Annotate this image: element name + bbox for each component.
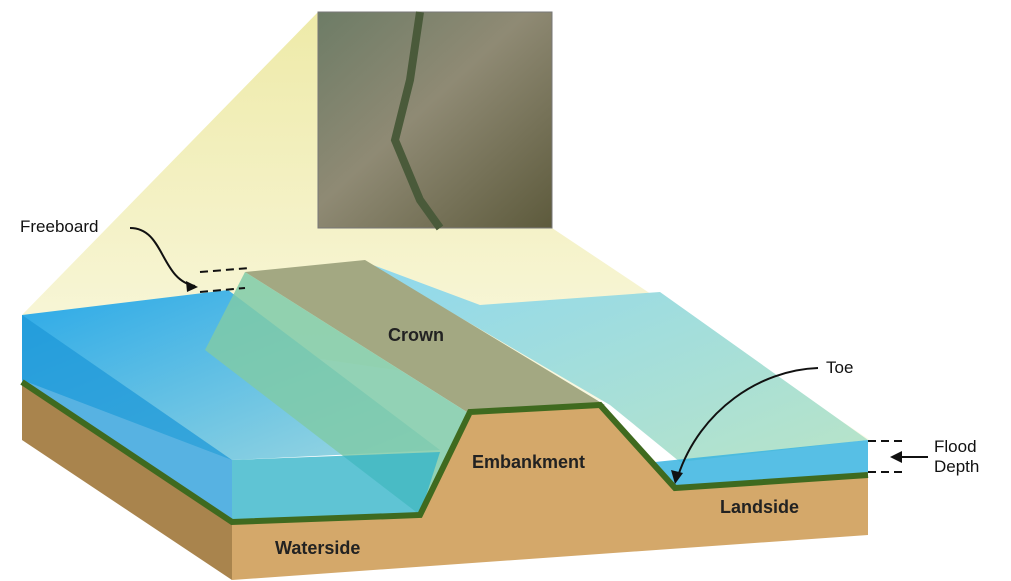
freeboard-label: Freeboard	[20, 217, 99, 236]
landside-label: Landside	[720, 497, 800, 517]
crown-label: Crown	[388, 325, 444, 345]
dash	[199, 267, 251, 273]
waterside-label: Waterside	[275, 538, 361, 558]
toe-label: Toe	[826, 358, 854, 377]
soil-side	[22, 382, 232, 580]
arrowhead	[671, 470, 683, 484]
landside-top	[365, 262, 868, 462]
freeboard-arrow	[129, 227, 196, 287]
water-front-face	[232, 452, 440, 522]
toe-arrow	[677, 367, 819, 477]
arrowhead	[186, 281, 198, 292]
crown-top	[245, 260, 605, 414]
aerial-photo	[317, 11, 553, 229]
dash	[199, 287, 246, 293]
ground-line	[20, 379, 869, 526]
soil-front	[232, 405, 868, 580]
water-side-face	[22, 315, 232, 522]
photo-levee	[390, 11, 444, 231]
embankment-label: Embankment	[472, 452, 586, 472]
flood-depth-label: Flood Depth	[934, 437, 980, 476]
arrowhead	[890, 451, 902, 463]
